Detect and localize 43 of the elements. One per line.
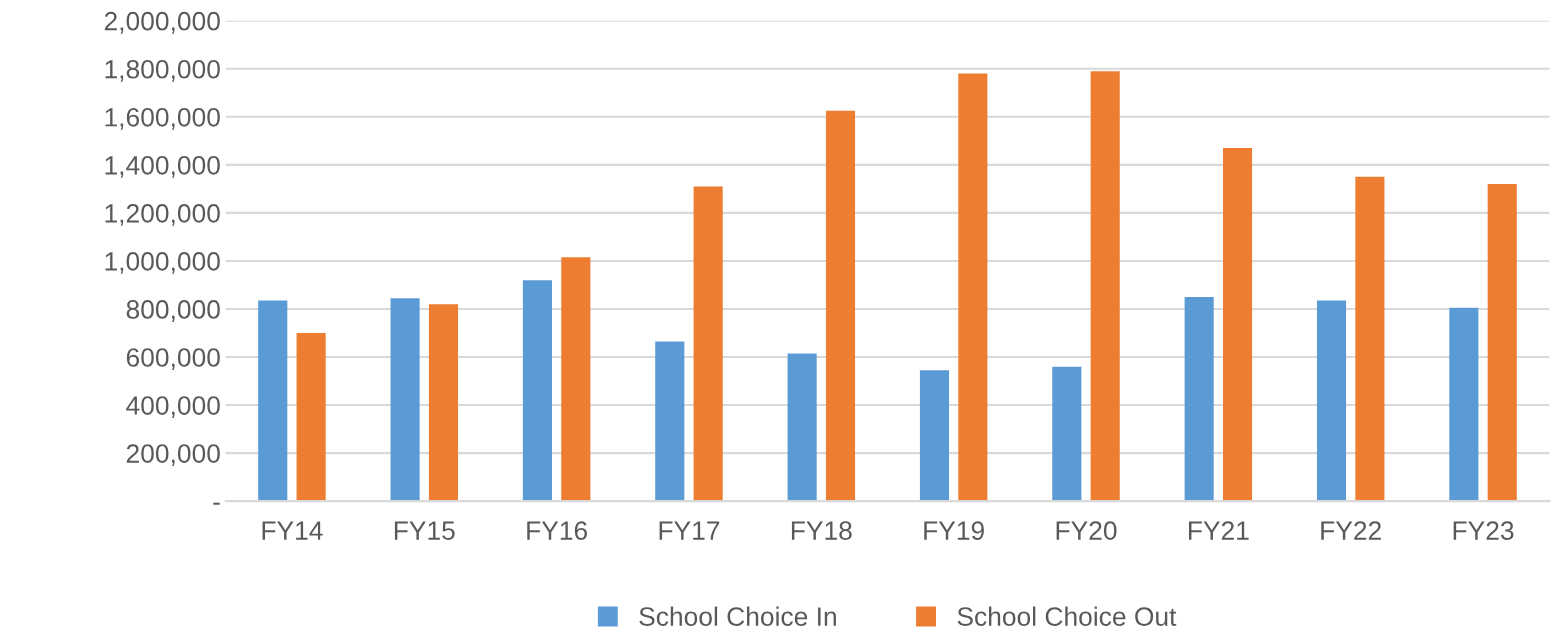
x-tick-label: FY22	[1321, 521, 1381, 540]
y-tick-label: 400,000	[126, 396, 220, 418]
bar	[919, 370, 950, 502]
y-tick-label: 1,400,000	[105, 155, 220, 178]
bar	[428, 304, 459, 502]
x-tick-label: FY23	[1453, 521, 1514, 540]
y-tick-label: 600,000	[126, 348, 220, 370]
y-tick-label: 800,000	[126, 300, 220, 322]
bar	[1222, 148, 1253, 502]
bar	[1487, 184, 1517, 502]
bar	[1316, 300, 1347, 502]
bar	[1090, 71, 1120, 502]
bar	[390, 298, 420, 502]
y-tick-label: 1,800,000	[105, 59, 220, 82]
x-tick-label: FY19	[924, 521, 984, 540]
bar	[258, 300, 288, 502]
y-tick-label: -	[213, 502, 220, 505]
bar	[561, 257, 591, 502]
bar	[825, 110, 856, 502]
y-tick-label: 2,000,000	[104, 11, 220, 34]
legend-label: School Choice Out	[957, 606, 1177, 626]
bar	[296, 333, 326, 502]
x-tick-label: FY17	[659, 521, 720, 540]
x-tick-label: FY20	[1056, 521, 1117, 540]
bar	[1449, 307, 1479, 502]
bar	[1355, 176, 1385, 502]
bar	[693, 186, 723, 502]
y-tick-label: 1,600,000	[105, 107, 220, 130]
x-tick-label: FY16	[527, 521, 588, 540]
bar	[1052, 366, 1082, 502]
x-tick-label: FY18	[791, 521, 852, 540]
y-tick-label: 1,200,000	[105, 204, 220, 226]
bar	[787, 353, 817, 502]
x-tick-label: FY15	[394, 521, 455, 540]
x-tick-label: FY21	[1188, 521, 1249, 540]
bar	[1184, 296, 1214, 502]
bar	[522, 280, 552, 502]
y-tick-label: 1,000,000	[105, 252, 220, 274]
bar	[958, 73, 988, 502]
legend-label: School Choice In	[639, 606, 836, 626]
y-tick-label: 200,000	[126, 444, 220, 467]
x-tick-label: FY14	[262, 521, 323, 540]
bar	[655, 341, 685, 502]
